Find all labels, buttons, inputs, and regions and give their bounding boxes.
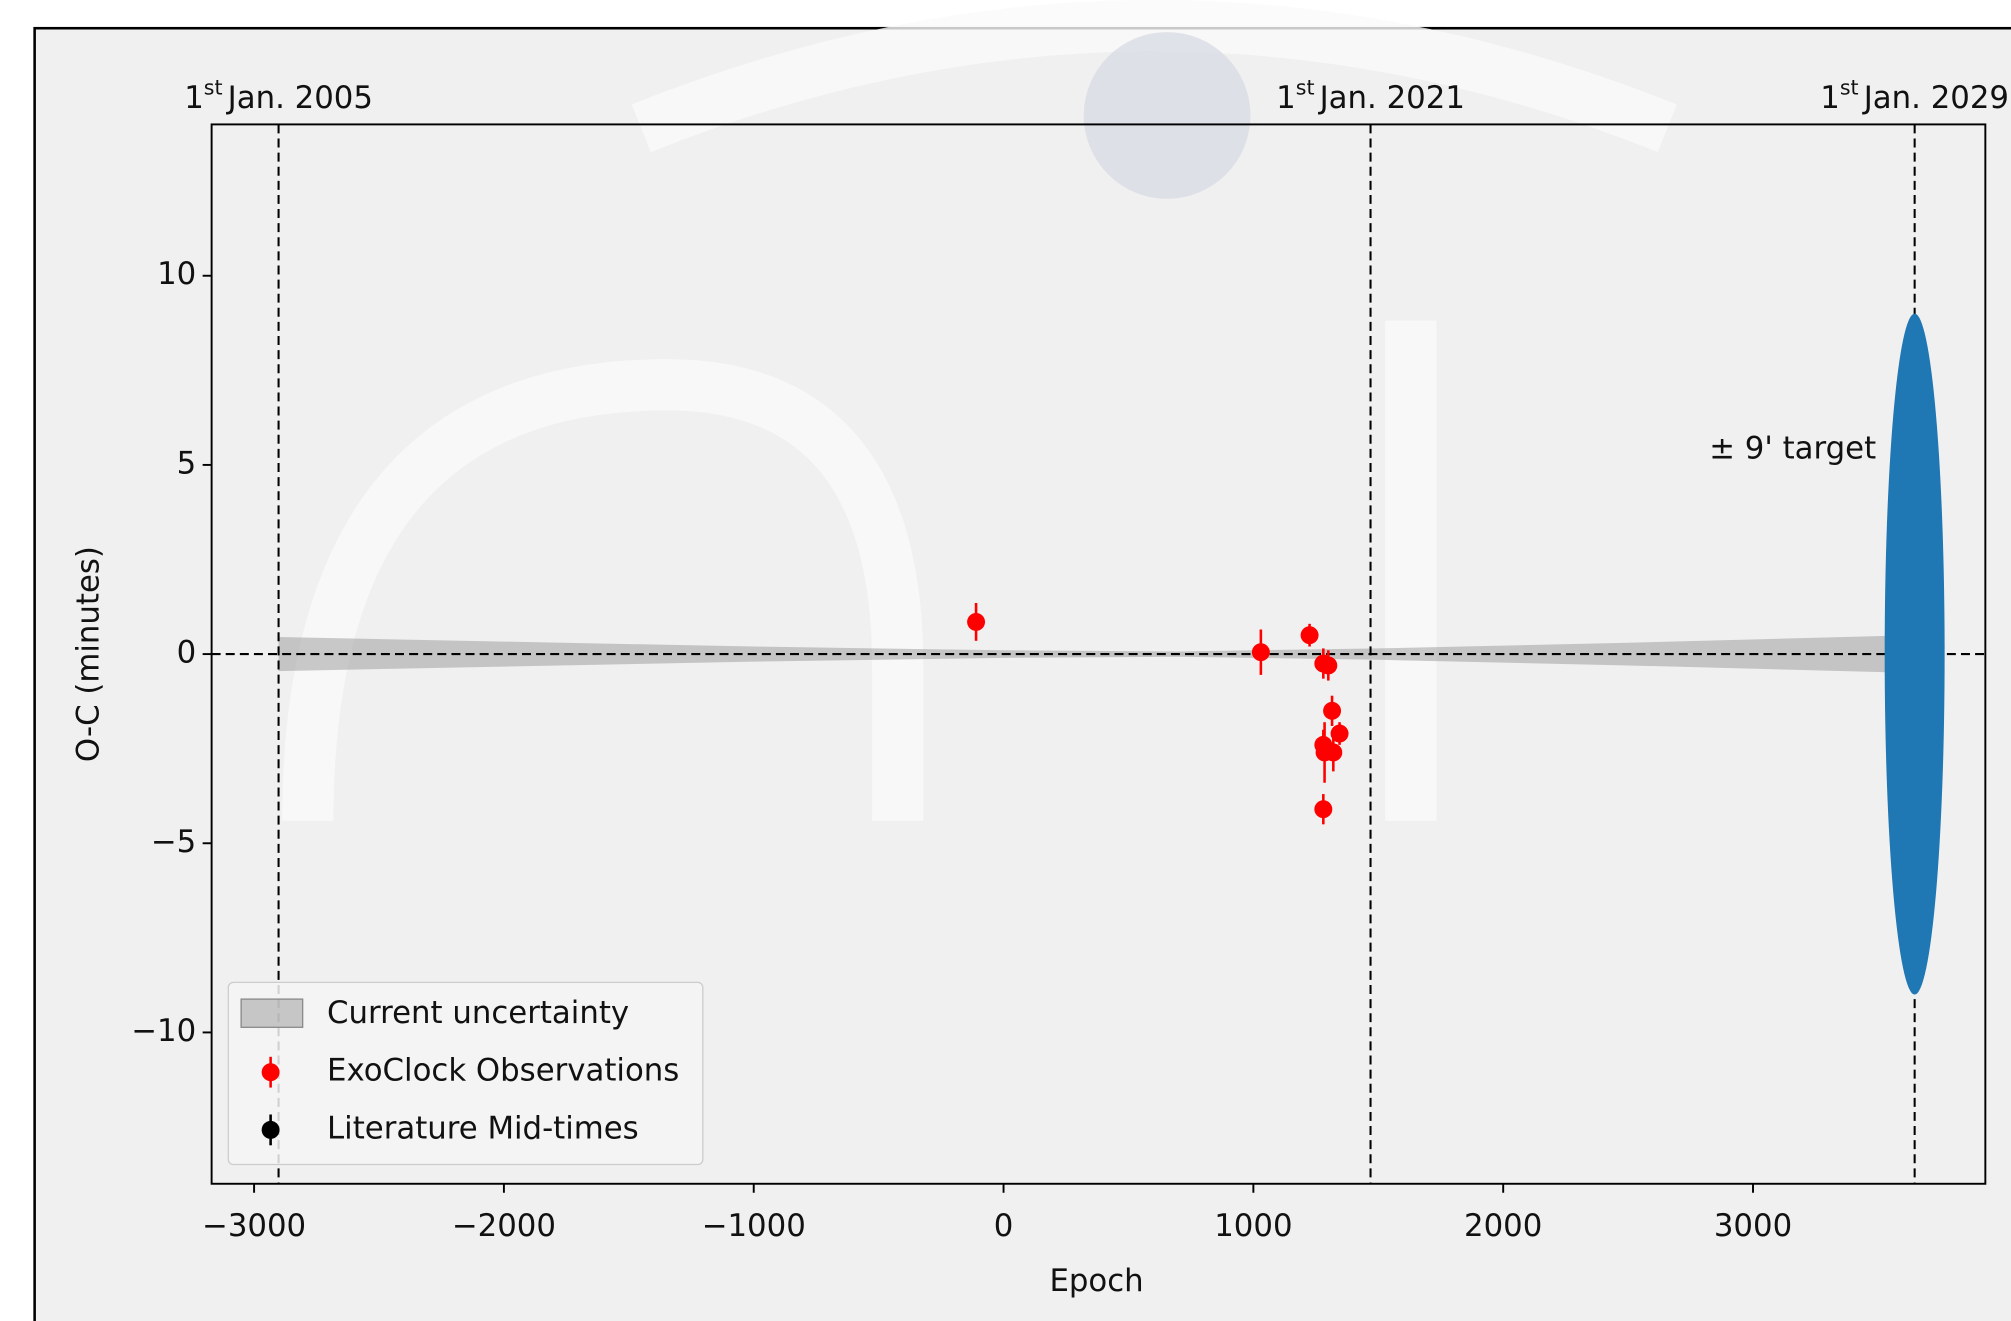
- watermark-dot: [1084, 32, 1251, 199]
- date-day: 1: [1820, 79, 1840, 115]
- legend-marker: [262, 1121, 280, 1139]
- date-text: Jan. 2021: [1318, 79, 1465, 115]
- target-label: ± 9' target: [1709, 430, 1876, 466]
- date-text: Jan. 2005: [226, 79, 373, 115]
- x-tick-label: 3000: [1714, 1208, 1792, 1244]
- point: [967, 613, 985, 631]
- x-tick-label: 0: [994, 1208, 1014, 1244]
- point: [1324, 743, 1342, 761]
- date-day: 1: [184, 79, 204, 115]
- x-axis-label: Epoch: [1049, 1263, 1143, 1299]
- chart: Epoch O-C (minutes) 1stJan. 20051stJan. …: [0, 0, 2011, 1321]
- y-tick-label: 10: [157, 256, 196, 292]
- x-tick-label: −2000: [452, 1208, 556, 1244]
- x-tick-label: 2000: [1464, 1208, 1542, 1244]
- x-tick-label: −3000: [202, 1208, 306, 1244]
- point: [1319, 656, 1337, 674]
- y-axis-label: O-C (minutes): [70, 546, 106, 762]
- date-suffix: st: [1296, 75, 1315, 99]
- point: [1323, 702, 1341, 720]
- target-ellipse: [1885, 314, 1945, 995]
- x-tick-label: −1000: [702, 1208, 806, 1244]
- date-suffix: st: [1840, 75, 1859, 99]
- x-tick-label: 1000: [1214, 1208, 1292, 1244]
- y-tick-label: 0: [177, 635, 197, 671]
- legend-marker: [262, 1063, 280, 1081]
- y-tick-label: −10: [131, 1013, 196, 1049]
- legend-label: Current uncertainty: [327, 995, 629, 1031]
- date-day: 1: [1276, 79, 1296, 115]
- date-text: Jan. 2029: [1862, 79, 2009, 115]
- legend-label: ExoClock Observations: [327, 1053, 679, 1089]
- point: [1314, 800, 1332, 818]
- legend-label: Literature Mid-times: [327, 1110, 639, 1146]
- legend-swatch: [241, 999, 303, 1027]
- y-tick-label: 5: [177, 445, 197, 481]
- point: [1301, 626, 1319, 644]
- y-tick-label: −5: [151, 824, 196, 860]
- point: [1252, 643, 1270, 661]
- date-suffix: st: [204, 75, 223, 99]
